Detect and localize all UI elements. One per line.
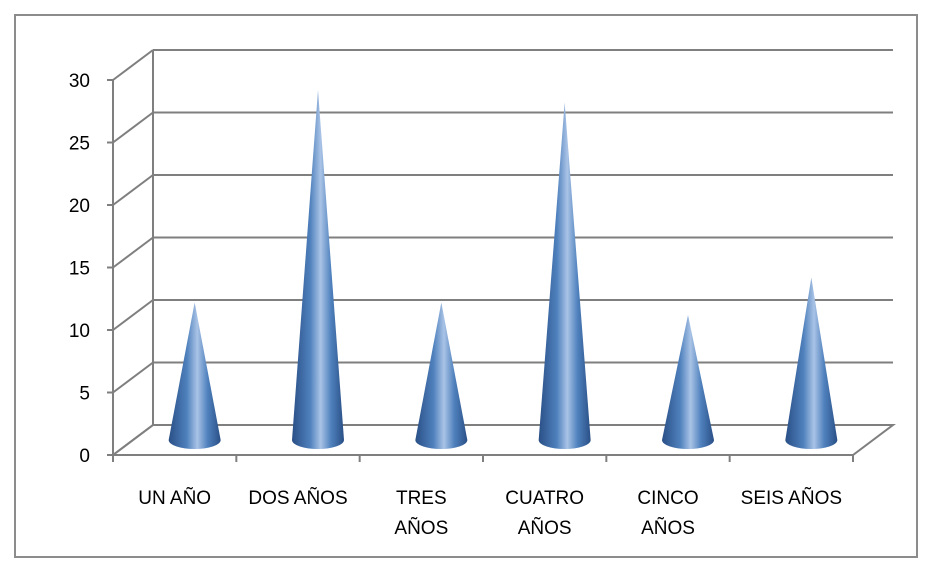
grid-layer bbox=[110, 49, 896, 456]
y-tick-label-0: 0 bbox=[79, 446, 90, 467]
cone-bar bbox=[292, 90, 344, 449]
gridline-side-10 bbox=[112, 299, 154, 331]
gridline-side-30 bbox=[112, 49, 154, 81]
x-tick-label: AÑOS bbox=[394, 517, 448, 539]
x-tick-label: UN AÑO bbox=[138, 487, 211, 509]
gridline-side-5 bbox=[112, 361, 154, 394]
gridline-side-25 bbox=[112, 111, 154, 144]
chart-frame bbox=[14, 14, 918, 558]
x-tick-label: DOS AÑOS bbox=[248, 487, 347, 509]
gridline-side-20 bbox=[112, 174, 154, 206]
x-tick-label: CINCO bbox=[637, 488, 698, 509]
cone-bar bbox=[785, 277, 838, 449]
cone-layer bbox=[168, 90, 838, 449]
x-tick-label: CUATRO bbox=[505, 488, 584, 509]
y-tick-label-10: 10 bbox=[69, 321, 90, 342]
floor-plane bbox=[110, 424, 896, 456]
cone-bar bbox=[415, 302, 468, 449]
axis-layer bbox=[107, 79, 854, 462]
y-tick-label-20: 20 bbox=[69, 196, 90, 217]
x-tick-label: TRES bbox=[396, 488, 447, 509]
x-tick-label: SEIS AÑOS bbox=[741, 487, 842, 509]
cone-bar bbox=[168, 302, 221, 449]
cone-bar bbox=[538, 102, 591, 449]
y-tick-label-5: 5 bbox=[79, 384, 90, 405]
y-tick-label-30: 30 bbox=[69, 71, 90, 92]
x-tick-label: AÑOS bbox=[518, 517, 572, 539]
gridline-side-15 bbox=[112, 236, 154, 269]
cone-bar bbox=[662, 315, 714, 449]
y-tick-label-25: 25 bbox=[69, 134, 90, 155]
y-tick-label-15: 15 bbox=[69, 259, 90, 280]
label-layer: 0 5 10 15 20 25 30 UN AÑO DOS AÑOS TRES AÑOS CUATRO… bbox=[69, 71, 842, 539]
x-tick-label: AÑOS bbox=[641, 517, 695, 539]
